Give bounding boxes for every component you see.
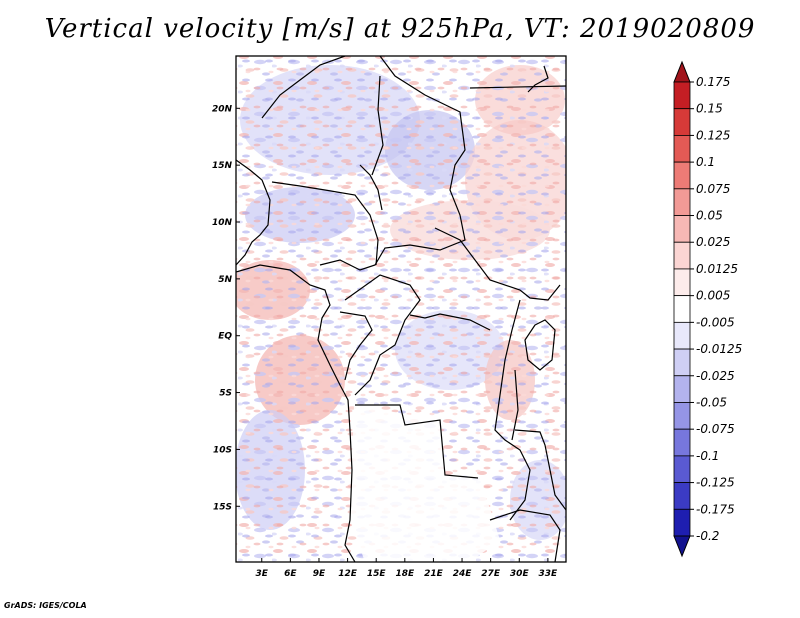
lon-tick-label: 18E <box>395 569 415 579</box>
lat-tick-label: 15S <box>213 502 232 512</box>
colorbar-swatch <box>673 81 691 110</box>
colorbar-swatch <box>673 161 691 190</box>
colorbar-label: 0.05 <box>696 209 723 223</box>
lon-tick-label: 9E <box>313 569 326 579</box>
lat-tick-label: 10N <box>212 218 233 228</box>
colorbar-swatch <box>673 455 691 483</box>
colorbar-label: -0.1 <box>696 449 719 463</box>
colorbar-label: -0.175 <box>696 502 735 516</box>
colorbar-label: 0.0125 <box>696 262 738 276</box>
colorbar-swatch <box>673 321 691 350</box>
colorbar-swatch <box>673 295 691 323</box>
colorbar-label: 0.005 <box>696 289 730 303</box>
colorbar-label: -0.0125 <box>696 342 742 356</box>
lon-tick-label: 21E <box>424 569 444 579</box>
lon-tick-label: 33E <box>539 569 559 579</box>
colorbar-swatch <box>673 508 691 537</box>
colorbar-swatch <box>673 268 691 297</box>
lat-tick-label: 15N <box>212 161 233 171</box>
lat-tick-label: 5N <box>218 275 232 285</box>
colorbar-label: -0.05 <box>696 395 727 409</box>
colorbar-label: -0.125 <box>696 476 735 490</box>
lon-tick-label: 30E <box>510 569 530 579</box>
footer-credit: GrADS: IGES/COLA <box>4 601 87 610</box>
colorbar-swatch <box>673 188 691 216</box>
lon-tick-label: 12E <box>338 569 358 579</box>
colorbar-label: 0.075 <box>696 182 730 196</box>
colorbar-label: 0.175 <box>696 75 730 89</box>
colorbar-label: -0.2 <box>696 529 719 543</box>
lon-tick-label: 24E <box>453 569 473 579</box>
colorbar-swatch <box>673 482 691 510</box>
colorbar-max-arrow <box>673 60 691 83</box>
colorbar-label: 0.125 <box>696 128 730 142</box>
colorbar-min-arrow <box>673 535 691 558</box>
lon-tick-label: 27E <box>481 569 501 579</box>
colorbar-swatch <box>673 428 691 457</box>
colorbar-swatch <box>673 402 691 430</box>
colorbar-label: 0.025 <box>696 235 730 249</box>
colorbar-swatch <box>673 348 691 377</box>
lat-tick-label: EQ <box>218 332 232 342</box>
colorbar-label: -0.025 <box>696 369 735 383</box>
colorbar-label: 0.15 <box>696 102 723 116</box>
lat-tick-label: 5S <box>219 389 232 399</box>
lon-tick-label: 3E <box>256 569 269 579</box>
colorbar-swatch <box>673 108 691 136</box>
colorbar-swatch <box>673 375 691 403</box>
colorbar-swatch <box>673 135 691 163</box>
colorbar-label: -0.005 <box>696 315 735 329</box>
lon-tick-label: 6E <box>284 569 297 579</box>
colorbar-swatch <box>673 215 691 243</box>
chart-title: Vertical velocity [m/s] at 925hPa, VT: 2… <box>44 14 756 44</box>
colorbar-label: -0.075 <box>696 422 735 436</box>
lat-tick-label: 20N <box>212 104 233 114</box>
colorbar-label: 0.1 <box>696 155 715 169</box>
colorbar-swatch <box>673 241 691 270</box>
lon-tick-label: 15E <box>367 569 387 579</box>
lat-tick-label: 10S <box>213 445 232 455</box>
